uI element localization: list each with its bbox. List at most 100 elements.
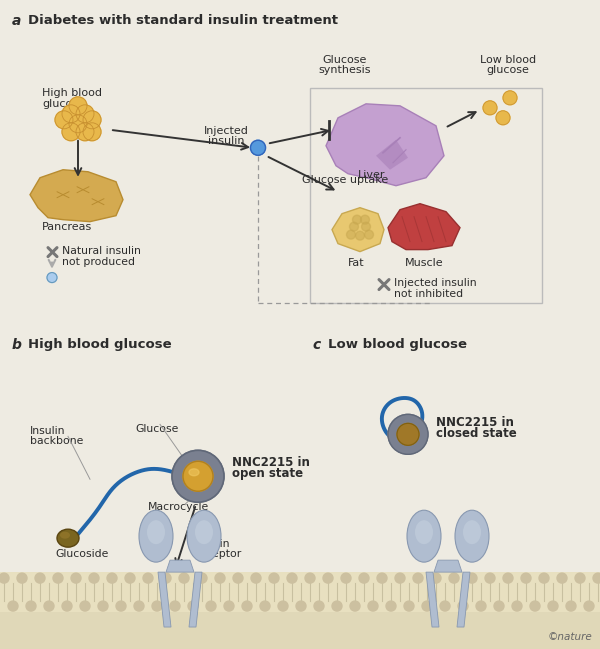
Circle shape — [332, 601, 342, 611]
Ellipse shape — [57, 529, 79, 547]
Text: not inhibited: not inhibited — [394, 289, 463, 299]
Circle shape — [89, 573, 99, 583]
Text: open state: open state — [232, 467, 303, 480]
Polygon shape — [388, 204, 460, 250]
Circle shape — [170, 601, 180, 611]
Circle shape — [323, 573, 333, 583]
Circle shape — [62, 123, 80, 141]
Text: b: b — [12, 339, 22, 352]
Circle shape — [584, 601, 594, 611]
Circle shape — [404, 601, 414, 611]
Circle shape — [233, 573, 243, 583]
Circle shape — [575, 573, 585, 583]
Ellipse shape — [139, 510, 173, 562]
Text: NNC2215 in: NNC2215 in — [232, 456, 310, 469]
Text: High blood: High blood — [42, 88, 102, 98]
Circle shape — [353, 215, 361, 224]
Circle shape — [557, 573, 567, 583]
Circle shape — [483, 101, 497, 115]
Circle shape — [80, 601, 90, 611]
Text: Pancreas: Pancreas — [42, 222, 92, 232]
Circle shape — [76, 105, 94, 123]
Text: closed state: closed state — [436, 427, 517, 440]
Circle shape — [341, 573, 351, 583]
Circle shape — [494, 601, 504, 611]
Text: Glucose: Glucose — [135, 424, 178, 434]
Circle shape — [125, 573, 135, 583]
Circle shape — [503, 573, 513, 583]
Circle shape — [467, 573, 477, 583]
Circle shape — [107, 573, 117, 583]
Text: Glucose uptake: Glucose uptake — [302, 175, 388, 185]
Circle shape — [485, 573, 495, 583]
Text: glucose: glucose — [42, 99, 85, 109]
Circle shape — [62, 601, 72, 611]
Circle shape — [215, 573, 225, 583]
Circle shape — [143, 573, 153, 583]
Circle shape — [71, 573, 81, 583]
Ellipse shape — [455, 510, 489, 562]
Circle shape — [55, 111, 73, 129]
Polygon shape — [166, 560, 194, 572]
Circle shape — [251, 573, 261, 583]
Text: Liver: Liver — [358, 170, 386, 180]
Text: Insulin: Insulin — [195, 539, 230, 549]
Polygon shape — [426, 572, 439, 627]
Circle shape — [359, 573, 369, 583]
Polygon shape — [326, 104, 444, 186]
Text: not produced: not produced — [62, 256, 135, 267]
Circle shape — [278, 601, 288, 611]
Circle shape — [388, 414, 428, 454]
Circle shape — [17, 573, 27, 583]
Circle shape — [76, 123, 94, 141]
Text: Glucose: Glucose — [323, 55, 367, 65]
Circle shape — [161, 573, 171, 583]
Text: backbone: backbone — [30, 436, 83, 447]
Circle shape — [476, 601, 486, 611]
Circle shape — [183, 461, 213, 491]
Circle shape — [413, 573, 423, 583]
Text: Low blood: Low blood — [480, 55, 536, 65]
Ellipse shape — [189, 469, 199, 476]
Circle shape — [431, 573, 441, 583]
Circle shape — [539, 573, 549, 583]
Circle shape — [35, 573, 45, 583]
Circle shape — [116, 601, 126, 611]
Circle shape — [83, 111, 101, 129]
Circle shape — [566, 601, 576, 611]
Text: Injected insulin: Injected insulin — [394, 278, 476, 288]
Circle shape — [593, 573, 600, 583]
FancyBboxPatch shape — [0, 572, 600, 612]
Text: Fat: Fat — [347, 258, 364, 267]
Circle shape — [397, 423, 419, 445]
FancyBboxPatch shape — [0, 612, 600, 649]
Circle shape — [530, 601, 540, 611]
Circle shape — [305, 573, 315, 583]
Circle shape — [83, 123, 101, 141]
Polygon shape — [189, 572, 202, 627]
Polygon shape — [376, 140, 408, 170]
Circle shape — [349, 222, 359, 231]
Text: Low blood glucose: Low blood glucose — [328, 339, 467, 352]
Circle shape — [8, 601, 18, 611]
Circle shape — [395, 573, 405, 583]
Text: Diabetes with standard insulin treatment: Diabetes with standard insulin treatment — [28, 14, 338, 27]
Ellipse shape — [60, 532, 70, 539]
Text: Injected: Injected — [203, 126, 248, 136]
Circle shape — [361, 222, 371, 231]
Circle shape — [287, 573, 297, 583]
Circle shape — [449, 573, 459, 583]
Ellipse shape — [187, 510, 221, 562]
Circle shape — [503, 91, 517, 105]
Circle shape — [368, 601, 378, 611]
Text: insulin: insulin — [208, 136, 244, 146]
Text: c: c — [312, 339, 320, 352]
Circle shape — [314, 601, 324, 611]
Circle shape — [496, 111, 510, 125]
Circle shape — [347, 230, 355, 239]
Circle shape — [296, 601, 306, 611]
Text: ©nature: ©nature — [547, 632, 592, 642]
Circle shape — [69, 115, 87, 133]
Circle shape — [386, 601, 396, 611]
Text: Glucoside: Glucoside — [55, 549, 109, 559]
